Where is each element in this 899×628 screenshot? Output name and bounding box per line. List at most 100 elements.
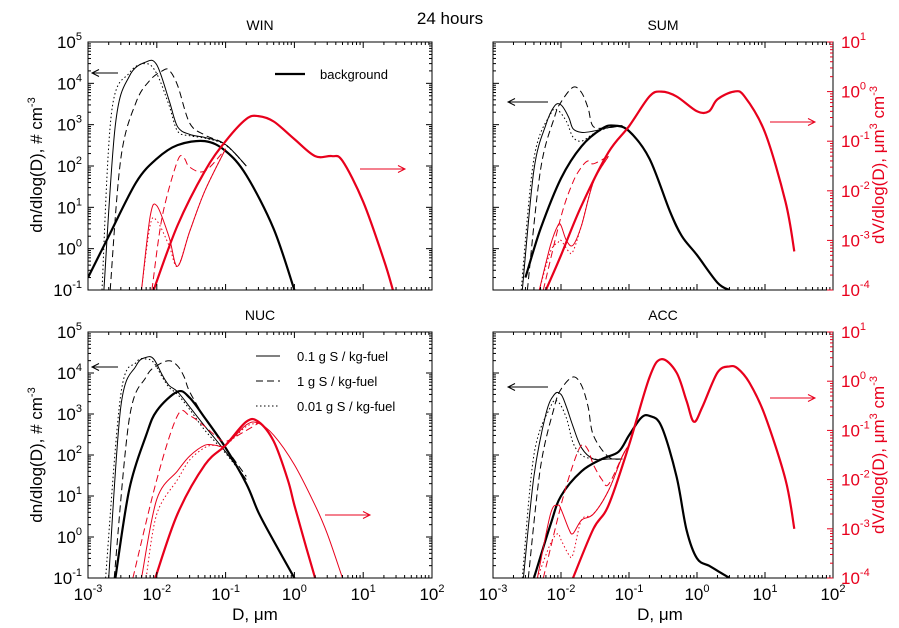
series-line-number-solid: [521, 103, 623, 290]
arrow-head-icon: [90, 363, 100, 371]
x-tick-label: 10-1: [211, 583, 240, 604]
svg-text:dn/dlog(D), # cm-3: dn/dlog(D), # cm-3: [26, 387, 46, 522]
y-tick-label-right: 10-1: [841, 419, 870, 440]
y-tick-label-left: 105: [57, 31, 82, 52]
series-line-volume-thick: [154, 417, 317, 578]
svg-text:dV/dlog(D), μm3 cm-3: dV/dlog(D), μm3 cm-3: [868, 376, 888, 534]
legend-label: background: [320, 67, 388, 82]
y-tick-label-left: 101: [57, 196, 82, 217]
y-axis-label-left-text: dn/dlog(D), # cm: [27, 397, 46, 523]
y-tick-label-right: 10-2: [841, 180, 870, 201]
y-axis-label-left-sup: -3: [26, 97, 38, 107]
figure-title: 24 hours: [417, 9, 483, 28]
series-line-number-dotted: [521, 399, 623, 578]
series-line-volume-solid: [536, 444, 630, 578]
panel-sum: SUM 10-4 10-3 10-2 10-1 100 101: [492, 17, 870, 300]
panel-win: WIN 10-1 100 101 102 103 104 105 background: [53, 17, 433, 300]
x-tick-label: 10-2: [142, 583, 171, 604]
y-axis-label-right-text: dV/dlog(D), μm: [869, 129, 888, 244]
legend-label: 1 g S / kg-fuel: [297, 374, 377, 389]
series-line-volume-dotted: [536, 444, 630, 578]
legend-label: 0.01 g S / kg-fuel: [297, 399, 395, 414]
y-axis-label-left-text: dn/dlog(D), # cm: [27, 107, 46, 233]
series-line-volume-solid: [141, 148, 227, 290]
legend: background: [275, 67, 388, 82]
arrow-head-icon: [397, 165, 407, 173]
y-axis-label-right-sup1: 3: [868, 413, 880, 419]
series-line-number-dotted: [520, 108, 623, 290]
series-line-number-solid: [108, 356, 247, 578]
series-line-number-thick: [524, 124, 730, 290]
arrow-head-icon: [506, 383, 516, 391]
y-tick-label-left: 105: [57, 321, 82, 342]
series-line-volume-thick: [571, 358, 796, 578]
y-tick-label-left: 104: [57, 72, 82, 93]
series-line-number-thick: [114, 389, 296, 578]
arrow-head-icon: [362, 511, 372, 519]
x-tick-label: 10-3: [479, 583, 508, 604]
x-axis-label-left: D, μm: [232, 605, 278, 624]
y-axis-label-left-top: dn/dlog(D), # cm-3: [26, 97, 46, 232]
x-tick-label: 10-3: [74, 583, 103, 604]
series-line-volume-solid: [141, 421, 343, 578]
y-tick-label-left: 100: [57, 238, 82, 259]
series-line-number-dashed: [526, 86, 623, 290]
panel-title: NUC: [245, 307, 275, 323]
series-line-number-dotted: [105, 358, 247, 578]
x-tick-label: 100: [684, 583, 709, 604]
y-axis-label-left-sup: -3: [26, 387, 38, 397]
arrow-head-icon: [90, 69, 100, 77]
y-axis-label-left-bottom: dn/dlog(D), # cm-3: [26, 387, 46, 522]
y-tick-label-right: 10-1: [841, 130, 870, 151]
series-line-number-solid: [103, 59, 247, 290]
arrow-head-icon: [506, 98, 516, 106]
legend-label: 0.1 g S / kg-fuel: [297, 349, 388, 364]
series-line-volume-dashed: [132, 409, 259, 578]
legend: 0.1 g S / kg-fuel 1 g S / kg-fuel 0.01 g S…: [256, 349, 395, 414]
series-line-number-thick: [532, 413, 730, 578]
svg-text:dV/dlog(D), μm3 cm-3: dV/dlog(D), μm3 cm-3: [868, 86, 888, 244]
y-tick-label-left: 10-1: [53, 567, 82, 588]
y-axis-label-right-sup1: 3: [868, 123, 880, 129]
panel-title: ACC: [648, 307, 678, 323]
y-tick-label-right: 10-4: [841, 279, 870, 300]
plot-frame: [492, 331, 834, 579]
y-tick-label-left: 102: [57, 155, 82, 176]
y-tick-label-right: 101: [841, 321, 866, 342]
y-tick-label-left: 100: [57, 526, 82, 547]
y-tick-label-left: 103: [57, 403, 82, 424]
y-tick-label-right: 10-3: [841, 518, 870, 539]
x-axis-label-right: D, μm: [637, 605, 683, 624]
svg-text:dn/dlog(D), # cm-3: dn/dlog(D), # cm-3: [26, 97, 46, 232]
series-line-volume-dotted: [145, 422, 259, 578]
plot-frame: [492, 41, 834, 291]
series-line-volume-dashed: [542, 155, 609, 290]
y-axis-label-right-sup2: -3: [868, 86, 880, 96]
panel-title: WIN: [246, 17, 273, 33]
y-tick-label-left: 103: [57, 114, 82, 135]
series-line-number-dashed: [109, 68, 247, 290]
series-line-volume-dotted: [141, 148, 227, 290]
y-tick-label-right: 10-4: [841, 567, 870, 588]
y-axis-label-right-text: dV/dlog(D), μm: [869, 419, 888, 534]
y-axis-label-right-bottom: dV/dlog(D), μm3 cm-3: [868, 376, 888, 534]
x-tick-label: 101: [752, 583, 777, 604]
series-line-number-dashed: [527, 376, 623, 578]
y-tick-label-left: 104: [57, 362, 82, 383]
y-tick-label-right: 10-2: [841, 469, 870, 490]
y-axis-label-right-mid: cm: [869, 96, 888, 123]
arrow-head-icon: [807, 394, 817, 402]
y-tick-label-right: 100: [841, 81, 866, 102]
y-tick-label-right: 10-3: [841, 229, 870, 250]
x-tick-label: 10-2: [547, 583, 576, 604]
panel-nuc: NUC 10-3 10-2 10-1 100 101 102 10-1 100 101 102 103…: [53, 307, 444, 604]
series-line-number-thick: [88, 139, 296, 290]
y-axis-label-right-sup2: -3: [868, 376, 880, 386]
y-tick-label-right: 100: [841, 370, 866, 391]
series-line-volume-thick: [544, 90, 796, 290]
y-tick-label-left: 101: [57, 485, 82, 506]
x-tick-label: 102: [820, 583, 845, 604]
arrow-head-icon: [807, 118, 817, 126]
panel-title: SUM: [647, 17, 678, 33]
